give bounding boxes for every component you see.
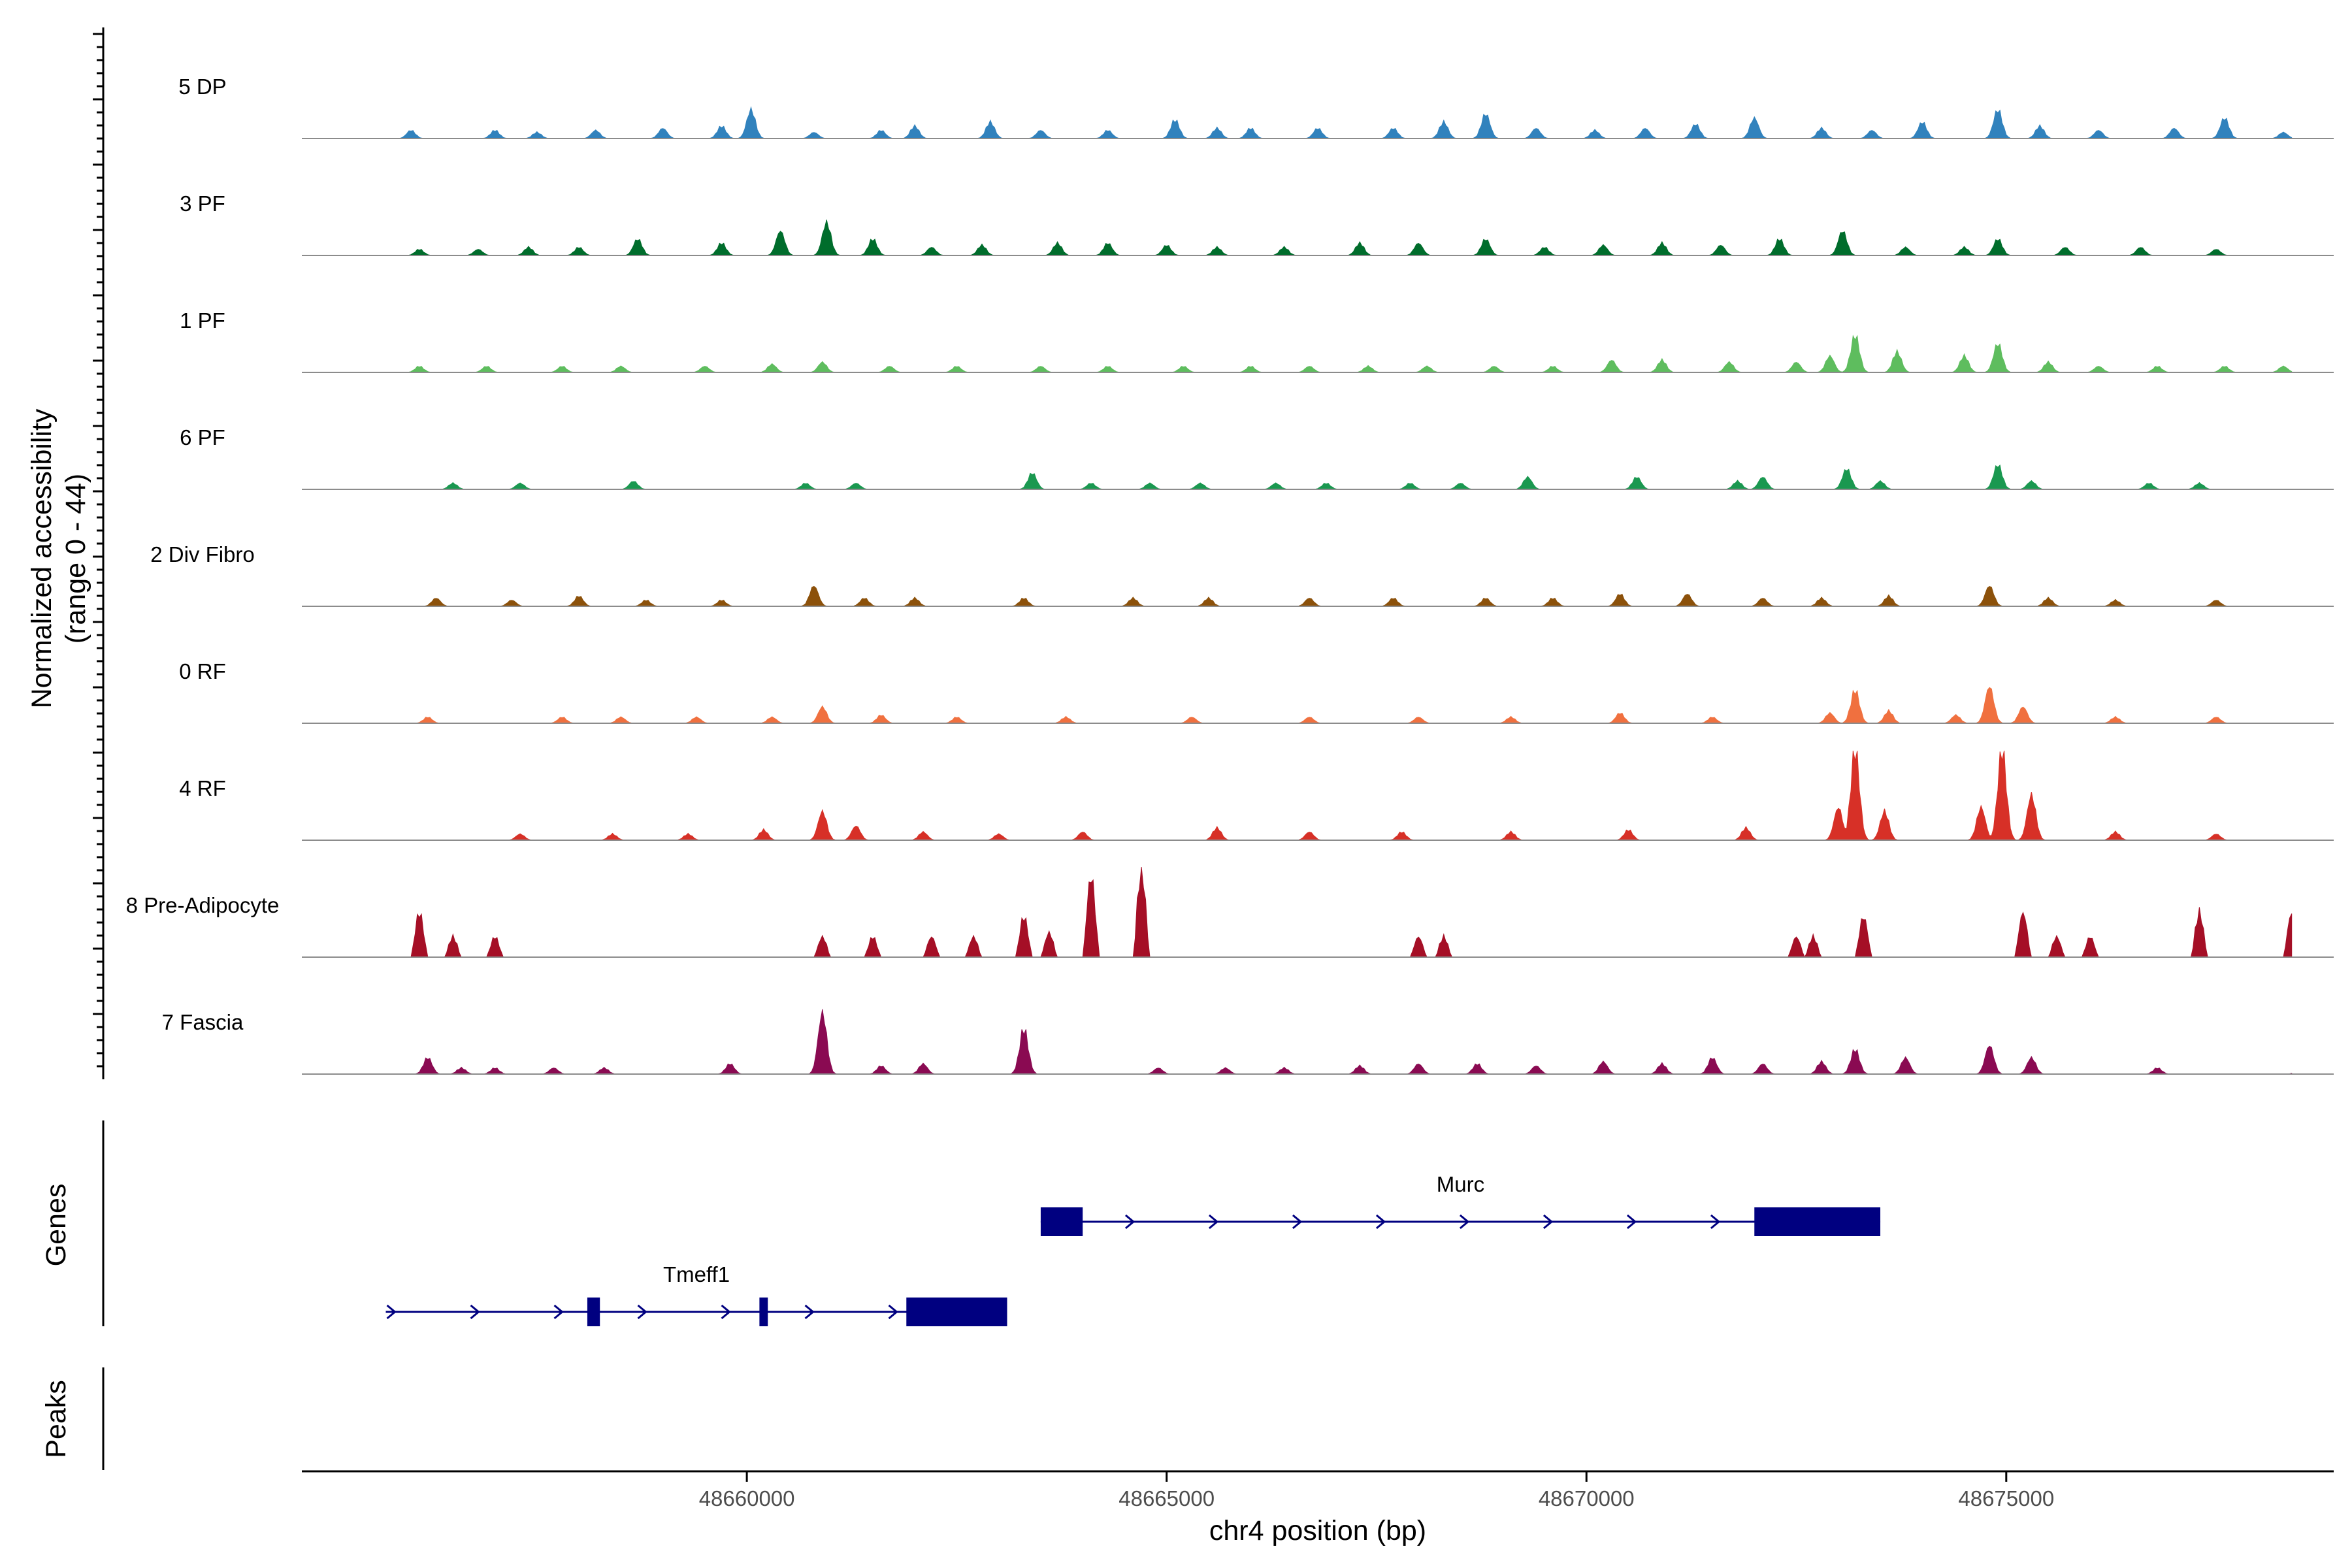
- x-tick-label: 48670000: [1539, 1486, 1635, 1511]
- gene-exon: [906, 1298, 1007, 1326]
- track-label: 6 PF: [180, 425, 225, 449]
- strand-chevron: [721, 1304, 731, 1320]
- track-label: 7 Fascia: [162, 1010, 244, 1034]
- gene-exon: [1040, 1207, 1083, 1236]
- x-axis-label: chr4 position (bp): [1209, 1515, 1426, 1546]
- gene-name-label: Tmeff1: [663, 1262, 730, 1286]
- strand-chevron: [470, 1304, 480, 1320]
- strand-chevron: [1710, 1214, 1721, 1230]
- genes-label: Genes: [41, 1184, 72, 1267]
- track-label: 5 DP: [178, 74, 226, 99]
- track-label: 3 PF: [180, 191, 225, 216]
- track-4-rf: 4 RF: [179, 750, 2334, 841]
- strand-chevron: [1375, 1214, 1386, 1230]
- coverage-y-ticks: [93, 33, 103, 1068]
- strand-chevron: [1292, 1214, 1303, 1230]
- track-label: 2 Div Fibro: [150, 542, 255, 566]
- gene-exon: [1754, 1207, 1881, 1236]
- x-axis-ticks: 48660000 48665000 48670000 48675000: [699, 1471, 2054, 1511]
- x-tick-label: 48665000: [1119, 1486, 1215, 1511]
- x-tick-label: 48675000: [1958, 1486, 2054, 1511]
- track-label: 0 RF: [179, 659, 226, 683]
- gene-murc: Murc: [1040, 1172, 1881, 1236]
- track-8-pre-adipocyte: 8 Pre-Adipocyte: [126, 866, 2334, 958]
- strand-chevron: [1208, 1214, 1219, 1230]
- track-6-pf: 6 PF: [180, 425, 2334, 490]
- strand-chevron: [386, 1304, 397, 1320]
- track-1-pf: 1 PF: [180, 308, 2334, 373]
- track-7-fascia: 7 Fascia: [162, 1009, 2334, 1075]
- track-5-dp: 5 DP: [178, 74, 2334, 139]
- strand-chevron: [1543, 1214, 1554, 1230]
- track-label: 4 RF: [179, 776, 226, 800]
- track-2-div-fibro: 2 Div Fibro: [150, 542, 2334, 607]
- track-0-rf: 0 RF: [179, 659, 2334, 724]
- gene-name-label: Murc: [1437, 1172, 1484, 1196]
- strand-chevron: [637, 1304, 647, 1320]
- gene-models: Murc Tmeff1: [385, 1172, 1881, 1326]
- strand-chevron: [553, 1304, 564, 1320]
- track-label: 8 Pre-Adipocyte: [126, 893, 280, 917]
- y-axis-range-label: (range 0 - 44): [60, 474, 91, 644]
- strand-chevron: [1626, 1214, 1637, 1230]
- gene-tmeff1: Tmeff1: [385, 1262, 1007, 1326]
- gene-exon: [587, 1298, 600, 1326]
- x-tick-label: 48660000: [699, 1486, 795, 1511]
- track-label: 1 PF: [180, 308, 225, 333]
- coverage-tracks: 5 DP 3 PF 1 PF 6 PF 2 Div Fibro 0 RF 4 RF 8 Pre…: [126, 74, 2334, 1075]
- strand-chevron: [1124, 1214, 1135, 1230]
- gene-exon: [759, 1298, 768, 1326]
- strand-chevron: [804, 1304, 815, 1320]
- track-3-pf: 3 PF: [180, 191, 2334, 256]
- peaks-label: Peaks: [41, 1380, 72, 1458]
- strand-chevron: [1459, 1214, 1470, 1230]
- strand-chevron: [888, 1304, 898, 1320]
- y-axis-label: Normalized accessibility: [26, 408, 57, 708]
